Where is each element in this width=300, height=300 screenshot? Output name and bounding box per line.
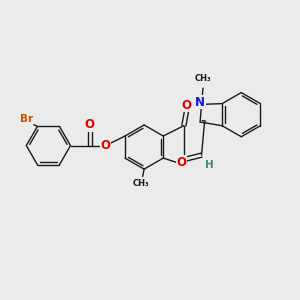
- Text: N: N: [195, 95, 205, 109]
- Text: O: O: [85, 118, 94, 131]
- Text: H: H: [205, 160, 214, 170]
- Text: O: O: [177, 156, 187, 169]
- Text: Br: Br: [20, 113, 33, 124]
- Text: CH₃: CH₃: [133, 179, 149, 188]
- Text: CH₃: CH₃: [195, 74, 211, 83]
- Text: O: O: [101, 139, 111, 152]
- Text: O: O: [182, 99, 192, 112]
